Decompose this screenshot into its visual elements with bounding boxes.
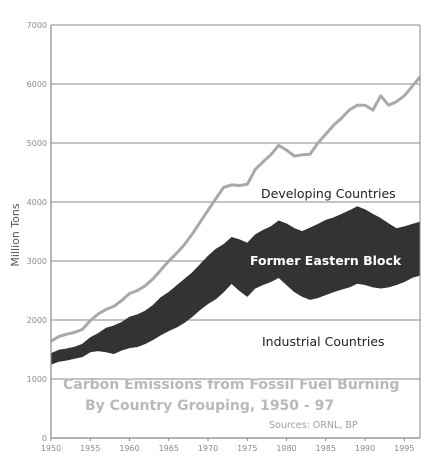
y-tick-4000: 4000 [27,198,47,207]
y-tick-labels: 0 1000 2000 3000 4000 5000 6000 7000 [27,21,47,443]
line-developing-countries [50,75,422,343]
y-axis-label: Million Tons [9,203,22,266]
y-tick-5000: 5000 [27,139,47,148]
y-tick-2000: 2000 [27,316,47,325]
x-tick-1990: 1990 [355,444,375,453]
x-tick-1970: 1970 [198,444,218,453]
y-tick-7000: 7000 [27,21,47,30]
x-tick-1965: 1965 [159,444,179,453]
x-tick-labels: 1950 1955 1960 1965 1970 1975 1980 1985 1990 1995 [41,438,414,453]
source-note: Sources: ORNL, BP [269,420,358,431]
y-tick-6000: 6000 [27,80,47,89]
series-label-industrial: Industrial Countries [262,334,385,349]
x-tick-1960: 1960 [119,444,139,453]
chart-subtitle: By Country Grouping, 1950 - 97 [85,398,334,414]
area-series [50,75,422,365]
axis-frame [50,25,421,439]
x-tick-1975: 1975 [237,444,257,453]
x-tick-1995: 1995 [394,444,414,453]
y-tick-0: 0 [42,434,47,443]
x-tick-1980: 1980 [276,444,296,453]
gridlines [51,24,420,380]
x-tick-1985: 1985 [316,444,336,453]
y-tick-3000: 3000 [27,257,47,266]
x-tick-1955: 1955 [80,444,100,453]
series-label-eastern-block: Former Eastern Block [250,253,402,268]
x-tick-1950: 1950 [41,444,61,453]
y-tick-1000: 1000 [27,375,47,384]
series-label-developing: Developing Countries [261,186,396,201]
chart-title: Carbon Emissions from Fossil Fuel Burnin… [63,377,399,393]
